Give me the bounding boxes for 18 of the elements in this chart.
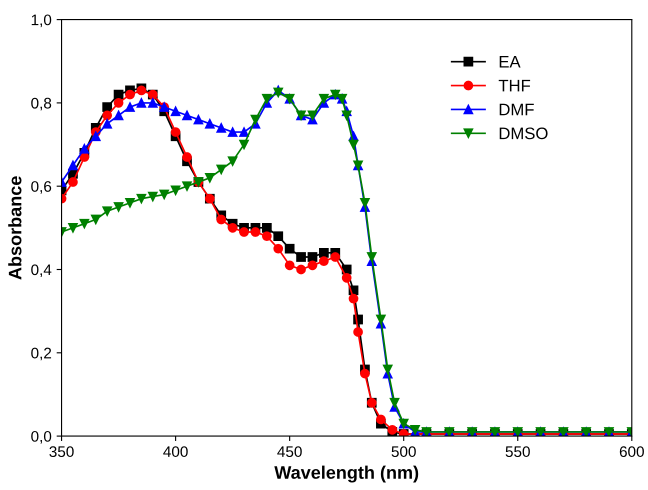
legend-label: THF	[498, 80, 530, 92]
x-tick-label: 500	[392, 446, 416, 458]
x-tick-label: 600	[620, 446, 644, 458]
y-tick-label: 0,0	[31, 430, 52, 444]
legend-label: DMSO	[500, 127, 548, 140]
x-tick-label: 400	[163, 446, 188, 458]
y-tick-label: 0,6	[31, 181, 52, 194]
y-tick-label: 0,4	[31, 264, 52, 277]
y-tick-label: 0,2	[31, 348, 52, 360]
y-axis-title: Absorbance	[8, 176, 22, 280]
x-tick-label: 550	[506, 446, 530, 458]
legend-label: EA	[500, 56, 521, 68]
y-tick-label: 1,0	[32, 14, 52, 28]
legend-label: DMF	[500, 104, 534, 116]
x-tick-label: 350	[49, 446, 74, 458]
x-tick-label: 450	[277, 446, 302, 458]
x-axis-title: Wavelength (nm)	[274, 466, 418, 483]
y-tick-label: 0,8	[31, 98, 52, 110]
